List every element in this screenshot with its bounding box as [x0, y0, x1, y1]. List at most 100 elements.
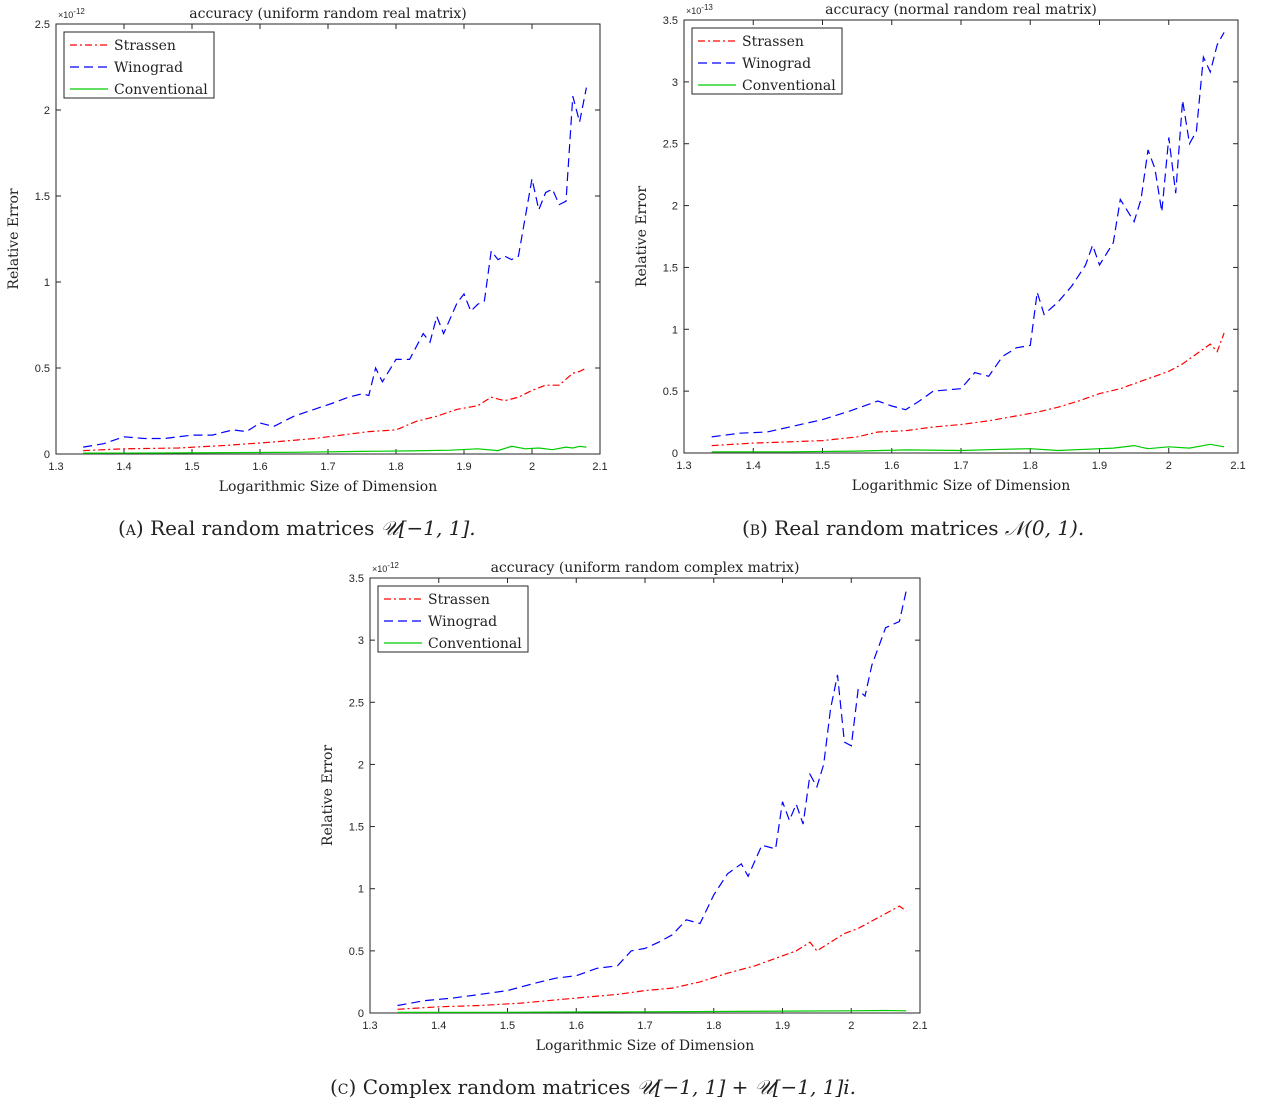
- chart-c-xtick-label: 1.5: [500, 1020, 515, 1032]
- chart-b-xtick-label: 1.6: [884, 460, 899, 472]
- chart-b-legend-label-conventional: Conventional: [742, 78, 836, 94]
- chart-b-xtick-label: 1.7: [953, 460, 968, 472]
- chart-a-series-winograd: [83, 87, 587, 448]
- chart-b-ytick-label: 0: [672, 448, 678, 460]
- caption-b-math: 𝒩(0, 1).: [1004, 516, 1085, 540]
- caption-a-label: (a): [118, 516, 144, 540]
- chart-c-ytick-label: 3.5: [349, 573, 364, 585]
- chart-b-ytick-label: 3: [672, 77, 678, 89]
- chart-b-legend-label-winograd: Winograd: [742, 56, 811, 72]
- chart-a-uniform-real: 1.3 1.4 1.5 1.6 1.7 1.8 1.9 2 2.1 0 0.5 1 1.5 2 2.5 ×10…: [6, 6, 608, 495]
- chart-b-xtick-label: 1.9: [1092, 460, 1107, 472]
- chart-c-exponent-power: -12: [387, 561, 399, 570]
- chart-a-xtick-label: 1.8: [388, 461, 403, 473]
- chart-c-ytick-label: 1.5: [349, 822, 364, 834]
- chart-a-xtick-label: 1.3: [48, 461, 63, 473]
- chart-c-legend-box: [377, 585, 529, 653]
- chart-b-ylabel: Relative Error: [634, 186, 650, 287]
- chart-b-series-winograd: [711, 32, 1225, 438]
- chart-a-xtick-label: 1.9: [456, 461, 471, 473]
- chart-b-ytick-label: 2: [672, 201, 678, 213]
- caption-c: (c) Complex random matrices 𝒰[−1, 1] + 𝒰…: [330, 1075, 856, 1099]
- chart-b-exponent-label: ×10-13: [686, 3, 713, 16]
- chart-c-series-conventional: [397, 1009, 907, 1013]
- chart-b-xlabel: Logarithmic Size of Dimension: [852, 478, 1071, 494]
- chart-c-xtick-label: 1.8: [706, 1020, 721, 1032]
- chart-b-ytick-label: 0.5: [663, 386, 678, 398]
- chart-c-uniform-complex: 1.3 1.4 1.5 1.6 1.7 1.8 1.9 2 2.1 0 0.5 1 1.5 2 2.5 3 3.…: [320, 560, 928, 1054]
- chart-a-legend-box: [63, 31, 215, 99]
- chart-a-exponent-power: -12: [73, 7, 85, 16]
- caption-a-text: Real random matrices: [150, 516, 381, 540]
- chart-c-title: accuracy (uniform random complex matrix): [491, 560, 800, 576]
- chart-a-xlabel: Logarithmic Size of Dimension: [219, 479, 438, 495]
- chart-c-series-strassen: [397, 905, 907, 1010]
- chart-b-xtick-label: 1.3: [676, 460, 691, 472]
- chart-a-exponent-label: ×10-12: [58, 7, 85, 20]
- chart-a-legend-label-strassen: Strassen: [114, 38, 176, 54]
- chart-c-legend-label-conventional: Conventional: [428, 636, 522, 652]
- chart-a-xtick-label: 2: [529, 461, 535, 473]
- chart-c-xtick-label: 1.6: [569, 1020, 584, 1032]
- chart-c-xtick-label: 1.9: [775, 1020, 790, 1032]
- chart-b-normal-real: 1.3 1.4 1.5 1.6 1.7 1.8 1.9 2 2.1 0 0.5 1 1.5 2 2.5 3 3.…: [634, 2, 1246, 494]
- caption-a-math: 𝒰[−1, 1].: [380, 516, 476, 540]
- chart-a-legend-label-winograd: Winograd: [114, 60, 183, 76]
- caption-b-text: Real random matrices: [774, 516, 1005, 540]
- chart-a-title: accuracy (uniform random real matrix): [189, 6, 466, 22]
- caption-c-text: Complex random matrices: [362, 1075, 637, 1099]
- chart-a-series-strassen: [83, 367, 587, 452]
- chart-a-series-conventional: [83, 445, 587, 454]
- chart-c-ytick-label: 0.5: [349, 946, 364, 958]
- chart-b-xtick-label: 1.5: [815, 460, 830, 472]
- caption-b: (b) Real random matrices 𝒩(0, 1).: [742, 516, 1084, 540]
- chart-a-ytick-label: 0.5: [35, 363, 50, 375]
- chart-a-xtick-label: 1.5: [184, 461, 199, 473]
- chart-c-xtick-label: 1.7: [637, 1020, 652, 1032]
- chart-c-legend-label-strassen: Strassen: [428, 592, 490, 608]
- chart-a-legend-label-conventional: Conventional: [114, 82, 208, 98]
- chart-c-ytick-label: 2: [358, 759, 364, 771]
- chart-b-legend-box: [691, 27, 843, 95]
- chart-c-xlabel: Logarithmic Size of Dimension: [536, 1038, 755, 1054]
- chart-a-ytick-label: 1: [44, 277, 50, 289]
- chart-a-ytick-label: 1.5: [35, 191, 50, 203]
- chart-c-ytick-label: 1: [358, 884, 364, 896]
- chart-b-xtick-label: 2: [1166, 460, 1172, 472]
- chart-a-ytick-label: 2: [44, 105, 50, 117]
- chart-c-xtick-label: 2: [848, 1020, 854, 1032]
- chart-a-ytick-label: 0: [44, 449, 50, 461]
- chart-b-xtick-label: 1.4: [746, 460, 761, 472]
- chart-a-xtick-label: 1.7: [320, 461, 335, 473]
- chart-a-xtick-label: 1.6: [252, 461, 267, 473]
- chart-c-ylabel: Relative Error: [320, 745, 336, 846]
- caption-c-math: 𝒰[−1, 1] + 𝒰[−1, 1]i.: [636, 1075, 857, 1099]
- chart-b-ytick-label: 1: [672, 324, 678, 336]
- chart-b-ytick-label: 1.5: [663, 262, 678, 274]
- chart-b-exponent-power: -13: [701, 3, 713, 12]
- chart-c-legend-label-winograd: Winograd: [428, 614, 497, 630]
- chart-c-exponent-label: ×10-12: [372, 561, 399, 574]
- chart-b-series-conventional: [711, 443, 1225, 453]
- chart-c-ytick-label: 2.5: [349, 697, 364, 709]
- chart-c-ytick-label: 3: [358, 635, 364, 647]
- chart-c-xtick-label: 2.1: [912, 1020, 927, 1032]
- chart-b-ytick-label: 3.5: [663, 15, 678, 27]
- chart-b-legend-label-strassen: Strassen: [742, 34, 804, 50]
- caption-a: (a) Real random matrices 𝒰[−1, 1].: [118, 516, 476, 540]
- chart-c-xtick-label: 1.4: [431, 1020, 446, 1032]
- chart-b-ytick-label: 2.5: [663, 139, 678, 151]
- chart-a-ytick-label: 2.5: [35, 19, 50, 31]
- chart-c-ytick-label: 0: [358, 1008, 364, 1020]
- chart-a-xtick-label: 1.4: [116, 461, 131, 473]
- chart-c-series-winograd: [397, 590, 907, 1007]
- chart-c-xtick-label: 1.3: [362, 1020, 377, 1032]
- chart-b-xtick-label: 1.8: [1023, 460, 1038, 472]
- chart-a-ylabel: Relative Error: [6, 188, 22, 289]
- chart-b-title: accuracy (normal random real matrix): [825, 2, 1097, 18]
- chart-b-series-strassen: [711, 332, 1225, 447]
- caption-b-label: (b): [742, 516, 768, 540]
- chart-a-xtick-label: 2.1: [592, 461, 607, 473]
- caption-c-label: (c): [330, 1075, 357, 1099]
- chart-b-xtick-label: 2.1: [1230, 460, 1245, 472]
